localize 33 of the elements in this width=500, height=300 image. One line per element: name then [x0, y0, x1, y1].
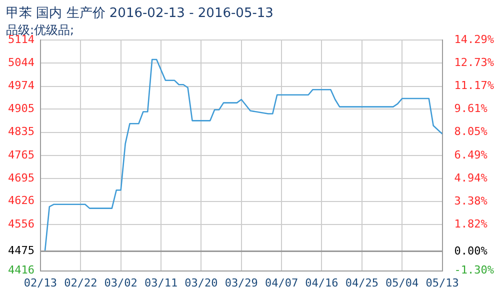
y-tick-label: 4835	[8, 125, 34, 138]
y-tick-label: 4695	[8, 171, 34, 184]
chart-title: 甲苯 国内 生产价 2016-02-13 - 2016-05-13	[6, 5, 274, 22]
y2-tick-label: 0.00%	[454, 244, 488, 258]
y2-tick-label: 6.49%	[454, 148, 488, 162]
y-tick-label: 4626	[8, 194, 34, 208]
y-tick-label: 4765	[8, 148, 34, 162]
y-tick-label: 4475	[8, 244, 34, 258]
y2-tick-label: 4.94%	[454, 171, 488, 184]
y-tick-label: 4556	[8, 217, 34, 230]
y2-tick-label: 9.61%	[454, 102, 488, 116]
x-tick-label: 02/22	[64, 276, 98, 290]
x-tick-label: 03/11	[144, 276, 178, 290]
y-tick-label: 4905	[8, 102, 34, 115]
y2-tick-label: -1.30%	[454, 264, 494, 277]
x-tick-label: 03/20	[184, 276, 218, 290]
x-tick-label: 03/29	[224, 276, 258, 290]
x-tick-label: 04/25	[345, 276, 378, 290]
x-tick-label: 05/04	[386, 276, 420, 290]
y2-tick-label: 12.73%	[454, 56, 494, 69]
y2-tick-label: 1.82%	[454, 217, 488, 230]
y2-tick-label: 14.29%	[454, 32, 494, 46]
x-tick-label: 04/16	[305, 276, 338, 290]
y-tick-label: 4974	[8, 79, 35, 92]
x-tick-label: 04/07	[264, 276, 298, 290]
y2-tick-label: 8.05%	[454, 125, 488, 138]
y-tick-label: 5044	[8, 56, 35, 70]
y-tick-label: 4416	[8, 264, 34, 277]
x-tick-label: 02/13	[24, 276, 58, 290]
y2-tick-label: 3.38%	[454, 194, 488, 208]
x-tick-label: 03/02	[104, 276, 138, 290]
y2-tick-label: 11.17%	[454, 79, 494, 92]
x-tick-label: 05/13	[426, 276, 459, 290]
